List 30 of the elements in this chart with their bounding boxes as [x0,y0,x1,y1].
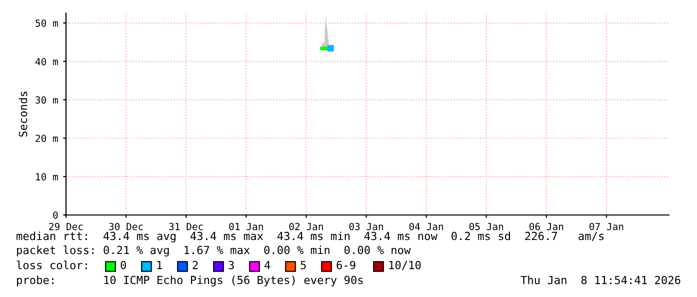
legend-label: 1 [157,260,162,270]
x-tick-label: 05 Jan [469,222,504,230]
legend-label: 10/10 [389,260,421,270]
x-tick-label: 03 Jan [349,222,383,230]
text: Thu Jan 8 11:54:41 2026 [520,276,680,284]
y-tick-label: 0 [53,212,58,219]
text: probe: 10 ICMP Echo Pings (56 Bytes) every 90s [17,276,363,286]
y-tick-label: 40 m [35,58,58,66]
x-tick-label: 30 Dec [109,222,143,230]
x-tick-label: 31 Dec [169,222,203,230]
x-tick-label: 06 Jan [529,222,564,230]
legend-label: 4 [264,260,270,270]
legend-label: 0 [120,260,126,270]
x-tick-label: 02 Jan [289,222,323,230]
x-tick-label: 04 Jan [409,222,443,230]
legend-label: 2 [192,260,198,270]
legend-label: 5 [300,260,306,270]
y-tick-label: 30 m [36,96,58,104]
legend-label: 6-9 [336,260,356,270]
x-tick-label: 29 Dec [49,222,83,230]
x-tick-label: 01 Jan [229,222,263,230]
y-axis-title: Seconds [18,92,28,137]
text: packet loss: 0.21 % avg 1.67 % max 0.00 % min 0.00 % now [17,246,411,256]
y-tick-label: 50 m [36,19,58,27]
y-tick-label: 10 m [36,173,58,180]
x-tick-label: 07 Jan [590,222,624,230]
text: median rtt: 43.4 ms avg 43.4 ms max 43.4 ms min 43.4 ms now 0.2 ms sd 226.7 am/s [16,232,604,242]
legend-label: 3 [228,260,234,270]
y-tick-label: 20 m [36,134,58,142]
legend-title: loss color: [16,260,87,270]
